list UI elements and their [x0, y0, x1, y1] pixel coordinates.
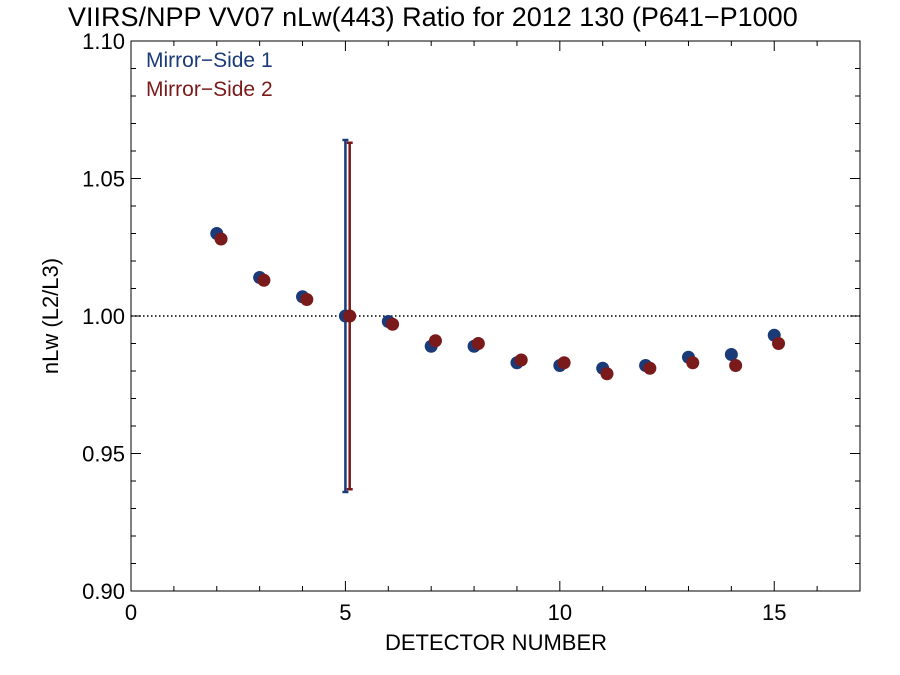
data-point-series-2: [386, 317, 400, 331]
axis-ticks: [130, 40, 861, 592]
data-point-series-2: [214, 232, 228, 246]
data-point-series-1: [724, 348, 738, 361]
data-point-series-2: [428, 334, 442, 348]
data-point-series-2: [257, 273, 271, 287]
x-tick-label: 10: [548, 600, 572, 625]
legend-entry-mirror-side-1: Mirror−Side 1: [146, 49, 273, 72]
x-tick-label: 5: [339, 600, 351, 625]
data-points: [210, 227, 786, 381]
x-tick-label: 0: [125, 600, 137, 625]
data-point-series-2: [471, 337, 485, 350]
legend-entry-mirror-side-2: Mirror−Side 2: [146, 78, 273, 101]
data-point-series-2: [300, 293, 314, 306]
x-axis-label: DETECTOR NUMBER: [385, 630, 607, 655]
data-point-series-2: [600, 367, 614, 381]
data-point-series-2: [557, 356, 571, 370]
y-tick-label: 0.95: [82, 442, 125, 467]
data-point-series-2: [643, 361, 657, 375]
x-tick-label: 15: [762, 600, 786, 625]
y-tick-label: 1.10: [82, 29, 125, 54]
data-point-series-2: [514, 353, 528, 367]
data-point-series-2: [772, 337, 786, 350]
axis-tick-labels: 0 5 10 15 0.90 0.95 1.00 1.05 1.10: [82, 29, 786, 625]
chart-title: VIIRS/NPP VV07 nLw(443) Ratio for 2012 1…: [68, 2, 798, 32]
y-tick-label: 1.05: [82, 167, 125, 192]
y-tick-label: 0.90: [82, 579, 125, 604]
y-axis-label: nLw (L2/L3): [38, 258, 63, 374]
data-point-series-2: [343, 309, 357, 323]
y-tick-label: 1.00: [82, 304, 125, 329]
data-point-series-2: [686, 356, 700, 370]
data-point-series-2: [729, 359, 743, 372]
